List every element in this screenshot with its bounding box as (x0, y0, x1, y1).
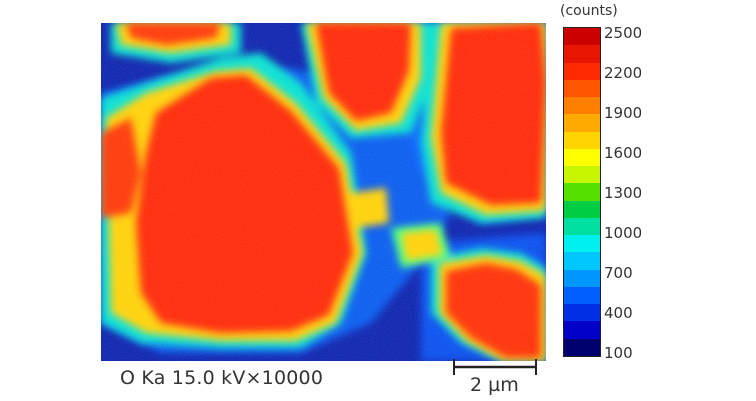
colorbar-segment (564, 131, 600, 150)
colorbar-segment (564, 62, 600, 81)
colorbar-segment (564, 114, 600, 133)
colorbar-segment (564, 45, 600, 63)
colorbar-segment (564, 28, 600, 46)
colorbar-segment (564, 321, 600, 340)
map-caption: O Ka 15.0 kV×10000 (120, 367, 324, 389)
colorbar-segment (564, 166, 600, 184)
scale-bar (453, 359, 537, 375)
colorbar-unit-label: (counts) (560, 3, 618, 19)
colorbar-segment (564, 97, 600, 115)
colorbar-segment (564, 79, 600, 98)
colorbar-segment (564, 304, 600, 322)
colorbar-segment (564, 183, 600, 202)
eds-map-image (101, 23, 546, 361)
colorbar-tick-label: 1900 (604, 104, 643, 122)
colorbar-tick-label: 1300 (604, 184, 643, 202)
colorbar-segment (564, 286, 600, 305)
colorbar-tick-label: 2200 (604, 64, 643, 82)
colorbar-segment (564, 217, 600, 236)
colorbar-tick-label: 2500 (604, 24, 643, 42)
colorbar-segment (564, 338, 600, 357)
colorbar-tick-label: 1000 (604, 224, 643, 242)
colorbar-tick-label: 400 (604, 304, 633, 322)
colorbar-segment (564, 269, 600, 288)
colorbar-segment (564, 148, 600, 167)
colorbar-tick-label: 700 (604, 264, 633, 282)
scale-bar-label: 2 µm (470, 374, 519, 396)
colorbar (563, 27, 601, 357)
colorbar-segment (564, 200, 600, 219)
colorbar-tick-label: 1600 (604, 144, 643, 162)
eds-element-map (101, 23, 546, 361)
colorbar-segment (564, 252, 600, 271)
colorbar-tick-label: 100 (604, 344, 633, 362)
colorbar-segment (564, 235, 600, 253)
